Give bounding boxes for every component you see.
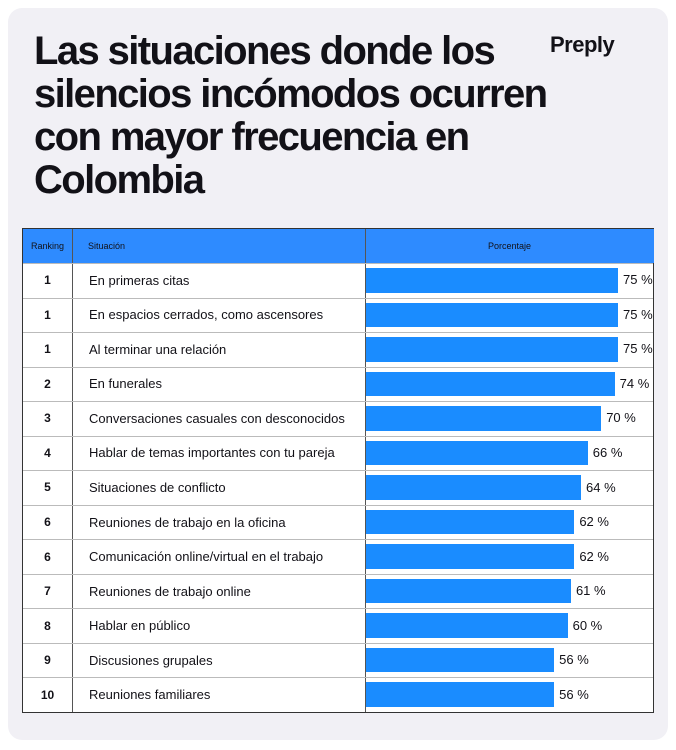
value-label: 62 % xyxy=(579,514,609,530)
bar xyxy=(366,509,575,535)
rank: 8 xyxy=(44,618,51,633)
bar xyxy=(366,406,602,431)
chart-title: Las situaciones donde los silencios incó… xyxy=(34,29,548,202)
situation: Reuniones de trabajo online xyxy=(89,583,251,599)
rank: 1 xyxy=(44,342,51,357)
value-label: 75 % xyxy=(623,341,653,357)
column-header: Situación xyxy=(72,229,365,263)
situation: Reuniones familiares xyxy=(89,687,211,703)
rank: 4 xyxy=(44,445,51,460)
column-header: Porcentaje xyxy=(365,229,654,263)
rank: 5 xyxy=(44,480,51,495)
situation: En primeras citas xyxy=(89,272,190,288)
rank: 3 xyxy=(44,411,51,426)
situation: Hablar en público xyxy=(89,618,191,634)
row-divider xyxy=(23,366,653,368)
bar xyxy=(366,613,568,638)
situation: Situaciones de conflicto xyxy=(89,479,226,495)
bar xyxy=(366,544,575,569)
value-label: 74 % xyxy=(619,375,650,391)
situation: En espacios cerrados, como ascensores xyxy=(89,307,324,323)
value-label: 75 % xyxy=(623,272,653,288)
row-divider xyxy=(23,539,653,541)
value-label: 61 % xyxy=(575,583,606,599)
row-divider xyxy=(23,504,653,506)
value-label: 56 % xyxy=(559,686,589,702)
value-label: 62 % xyxy=(579,548,609,564)
value-label: 56 % xyxy=(559,652,589,668)
bar xyxy=(366,302,618,328)
bar xyxy=(366,578,571,604)
rank: 7 xyxy=(44,584,51,599)
bar xyxy=(366,440,588,466)
situation: Comunicación online/virtual en el trabaj… xyxy=(89,549,324,565)
bar xyxy=(366,647,555,673)
rank: 6 xyxy=(44,515,51,530)
bar xyxy=(366,337,618,362)
row-divider xyxy=(23,470,653,472)
row-divider xyxy=(23,608,653,610)
column-header: Ranking xyxy=(23,229,72,263)
situation: Hablar de temas importantes con tu parej… xyxy=(89,445,335,461)
situation: En funerales xyxy=(89,376,162,392)
rank: 10 xyxy=(40,687,55,702)
row-divider xyxy=(23,263,653,264)
rank: 2 xyxy=(44,376,51,391)
table: Ranking Situación Porcentaje 1 En primeras c… xyxy=(22,228,654,713)
value-label: 75 % xyxy=(623,306,653,322)
value-label: 66 % xyxy=(592,444,623,460)
row-divider xyxy=(23,642,653,644)
row-divider xyxy=(23,297,653,299)
rank: 1 xyxy=(44,307,51,322)
situation: Al terminar una relación xyxy=(89,341,227,357)
value-label: 64 % xyxy=(586,479,616,495)
rank: 6 xyxy=(44,549,51,564)
bar xyxy=(366,371,615,397)
rank: 1 xyxy=(44,273,51,288)
row-divider xyxy=(23,435,653,437)
bar xyxy=(366,475,582,500)
value-label: 60 % xyxy=(572,617,603,633)
situation: Conversaciones casuales con desconocidos xyxy=(89,410,345,426)
situation: Reuniones de trabajo en la oficina xyxy=(89,514,286,530)
row-divider xyxy=(23,677,653,679)
row-divider xyxy=(23,573,653,575)
bar xyxy=(366,268,618,293)
value-label: 70 % xyxy=(606,410,636,426)
rank: 9 xyxy=(44,653,51,668)
row-divider xyxy=(23,401,653,403)
brand-logo: Preply xyxy=(550,32,615,57)
situation: Discusiones grupales xyxy=(89,652,213,668)
row-divider xyxy=(23,332,653,334)
bar xyxy=(366,682,555,707)
